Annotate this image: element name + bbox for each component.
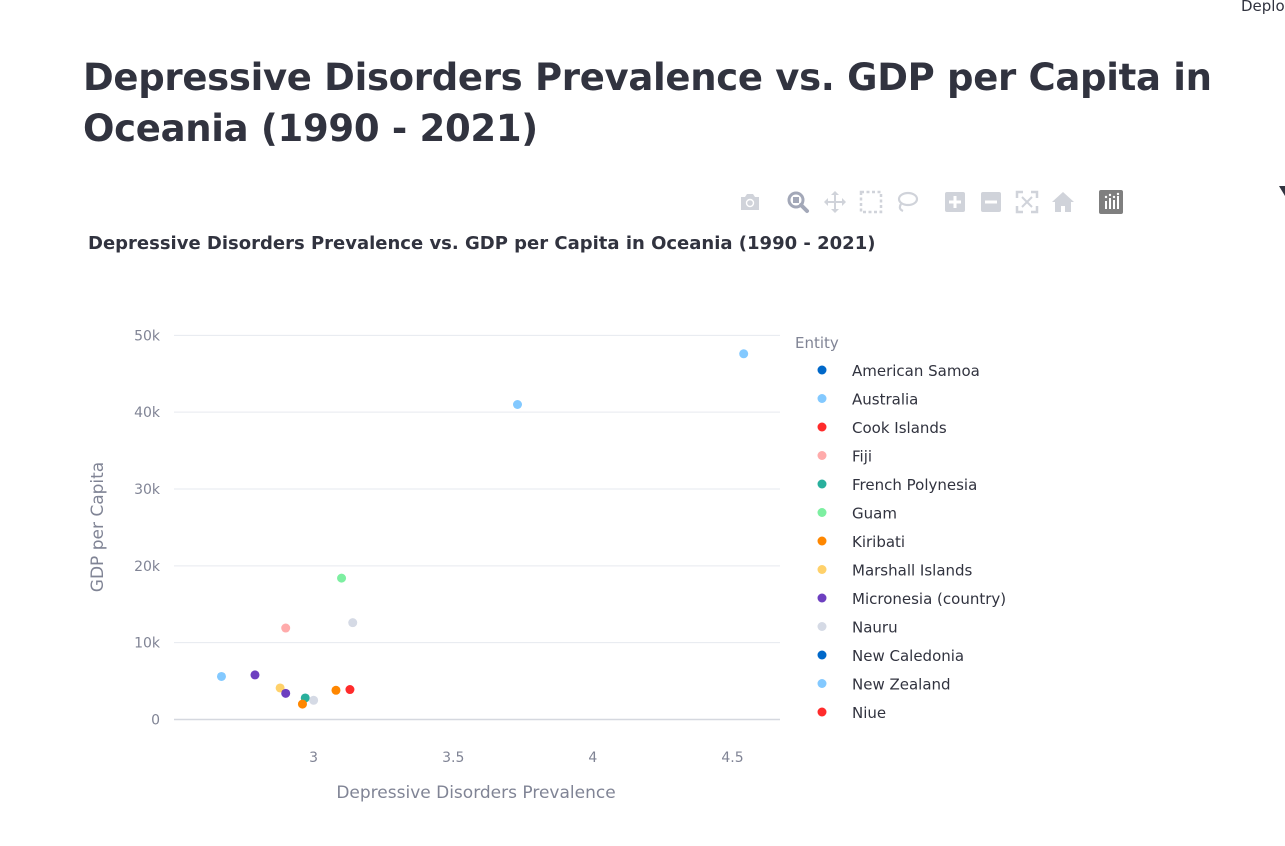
y-tick-label: 0 xyxy=(151,712,160,728)
x-tick-label: 4 xyxy=(588,750,597,766)
legend-marker xyxy=(817,479,827,489)
data-point[interactable] xyxy=(250,670,260,680)
legend-item[interactable]: Australia xyxy=(817,391,919,409)
y-axis-ticks: 0 10k 20k 30k 40k 50k xyxy=(134,328,161,728)
legend-item[interactable]: Nauru xyxy=(817,619,898,637)
data-point[interactable] xyxy=(739,349,749,359)
legend-label: New Caledonia xyxy=(852,647,964,665)
menu-edge-icon[interactable] xyxy=(1279,186,1285,196)
pan-icon[interactable] xyxy=(821,188,849,216)
legend-item[interactable]: Cook Islands xyxy=(817,419,947,437)
legend-marker xyxy=(817,508,827,517)
legend-item[interactable]: American Samoa xyxy=(817,362,980,380)
data-point[interactable] xyxy=(512,400,522,410)
lasso-select-icon[interactable] xyxy=(893,188,921,216)
legend-label: Australia xyxy=(852,391,918,409)
data-point[interactable] xyxy=(275,683,285,693)
legend-label: Nauru xyxy=(852,619,898,637)
legend-title: Entity xyxy=(795,334,839,352)
y-tick-label: 10k xyxy=(134,636,161,652)
zoom-in-icon[interactable] xyxy=(941,188,969,216)
legend-marker xyxy=(817,650,827,660)
legend-item[interactable]: French Polynesia xyxy=(817,476,978,494)
legend-label: Niue xyxy=(852,704,886,722)
grid xyxy=(174,334,780,721)
x-axis-title: Depressive Disorders Prevalence xyxy=(336,783,615,803)
y-tick-label: 30k xyxy=(134,482,161,498)
legend-marker xyxy=(817,565,827,574)
legend-item[interactable]: Fiji xyxy=(817,448,873,466)
legend-marker xyxy=(817,536,827,546)
legend-item[interactable]: New Zealand xyxy=(817,676,951,694)
legend-label: Cook Islands xyxy=(852,419,947,437)
legend: Entity American Samoa Australia Cook Islan… xyxy=(795,334,1006,722)
legend-item[interactable]: Micronesia (country) xyxy=(817,590,1007,608)
legend-label: French Polynesia xyxy=(852,476,977,494)
data-points xyxy=(216,349,749,709)
x-axis-ticks: 3 3.5 4 4.5 xyxy=(309,750,743,766)
data-point[interactable] xyxy=(297,699,307,709)
chart-title: Depressive Disorders Prevalence vs. GDP … xyxy=(88,233,875,254)
legend-item[interactable]: Niue xyxy=(817,704,887,722)
legend-marker xyxy=(817,707,827,717)
data-point[interactable] xyxy=(345,685,355,695)
plotly-logo-icon[interactable] xyxy=(1097,188,1125,216)
legend-label: New Zealand xyxy=(852,676,951,694)
legend-marker xyxy=(817,394,827,403)
legend-label: Kiribati xyxy=(852,533,905,551)
legend-marker xyxy=(817,593,827,603)
zoom-icon[interactable] xyxy=(784,188,812,216)
legend-marker xyxy=(817,622,827,631)
y-tick-label: 20k xyxy=(134,559,161,575)
legend-label: Marshall Islands xyxy=(852,562,973,580)
legend-marker xyxy=(817,679,827,688)
y-axis-title: GDP per Capita xyxy=(88,462,108,592)
data-point[interactable] xyxy=(216,671,226,681)
x-tick-label: 4.5 xyxy=(721,750,743,766)
legend-label: Fiji xyxy=(852,448,872,466)
y-tick-label: 40k xyxy=(134,405,161,421)
legend-item[interactable]: Guam xyxy=(817,505,897,523)
zoom-out-icon[interactable] xyxy=(977,188,1005,216)
legend-label: American Samoa xyxy=(852,362,980,380)
box-select-icon[interactable] xyxy=(857,188,885,216)
data-point[interactable] xyxy=(309,695,319,705)
legend-item[interactable]: New Caledonia xyxy=(817,647,965,665)
data-point[interactable] xyxy=(337,573,347,583)
data-point[interactable] xyxy=(348,618,358,628)
x-tick-label: 3.5 xyxy=(442,750,464,766)
data-point[interactable] xyxy=(281,623,291,633)
legend-marker xyxy=(817,422,827,432)
autoscale-icon[interactable] xyxy=(1013,188,1041,216)
legend-marker xyxy=(817,451,827,460)
legend-label: Guam xyxy=(852,505,897,523)
reset-axes-icon[interactable] xyxy=(1049,188,1077,216)
legend-label: Micronesia (country) xyxy=(852,590,1006,608)
camera-icon[interactable] xyxy=(736,188,764,216)
legend-marker xyxy=(817,365,827,375)
deploy-button[interactable]: Deploy xyxy=(1241,0,1285,15)
legend-item[interactable]: Marshall Islands xyxy=(817,562,973,580)
x-tick-label: 3 xyxy=(309,750,318,766)
legend-item[interactable]: Kiribati xyxy=(817,533,906,551)
page-title: Depressive Disorders Prevalence vs. GDP … xyxy=(83,56,1212,150)
data-point[interactable] xyxy=(331,685,341,695)
y-tick-label: 50k xyxy=(134,328,161,344)
data-point[interactable] xyxy=(281,688,291,698)
